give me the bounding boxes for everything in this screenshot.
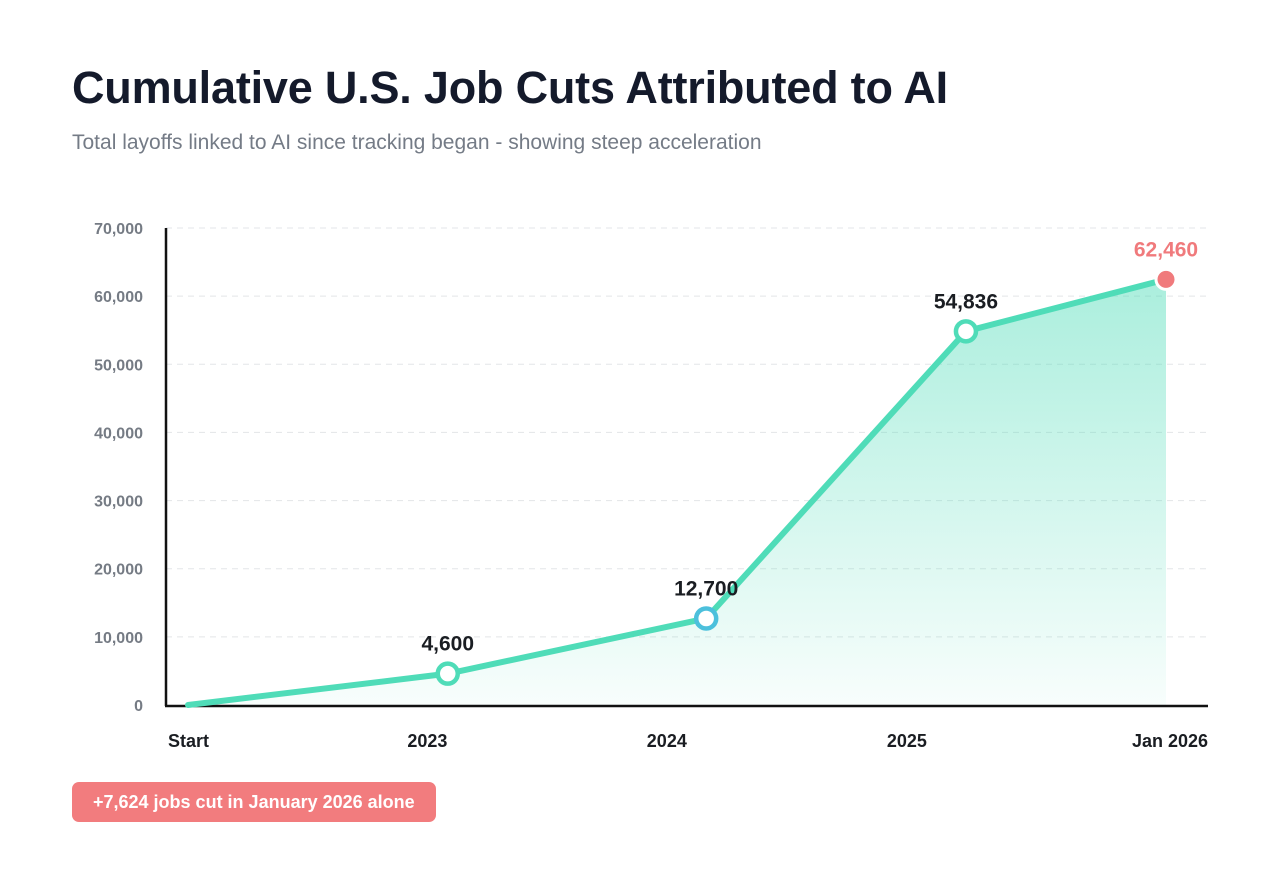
y-tick-label-7: 70,000 <box>94 221 143 238</box>
y-tick-label-5: 50,000 <box>94 357 143 374</box>
axes <box>164 228 1208 708</box>
y-tick-label-2: 20,000 <box>94 562 143 579</box>
data-labels: 4,600 12,700 54,836 62,460 <box>421 238 1198 655</box>
x-tick-label-3: 2025 <box>887 731 927 751</box>
x-tick-label-4: Jan 2026 <box>1132 731 1208 751</box>
chart-subtitle: Total layoffs linked to AI since trackin… <box>72 131 762 154</box>
y-tick-label-1: 10,000 <box>94 630 143 647</box>
x-tick-label-2: 2024 <box>647 731 687 751</box>
x-tick-label-1: 2023 <box>407 731 447 751</box>
y-tick-label-3: 30,000 <box>94 494 143 511</box>
chart-title: Cumulative U.S. Job Cuts Attributed to A… <box>72 62 948 113</box>
x-axis-ticks: Start 2023 2024 2025 Jan 2026 <box>168 731 1208 751</box>
data-label-1: 4,600 <box>421 633 474 656</box>
x-tick-label-0: Start <box>168 731 209 751</box>
point-marker-3 <box>953 319 979 344</box>
y-tick-label-4: 40,000 <box>94 425 143 442</box>
point-marker-4 <box>1154 267 1178 291</box>
data-markers <box>435 267 1178 686</box>
area-fill <box>188 279 1166 705</box>
y-tick-label-0: 0 <box>134 698 143 715</box>
callout-badge: +7,624 jobs cut in January 2026 alone <box>72 782 436 822</box>
point-marker-1 <box>435 661 461 686</box>
point-marker-2 <box>693 606 719 631</box>
y-axis-ticks: 0 10,000 20,000 30,000 40,000 50,000 60,000 70,… <box>94 221 143 715</box>
data-label-2: 12,700 <box>674 577 738 600</box>
area-shape <box>188 279 1166 705</box>
y-tick-label-6: 60,000 <box>94 289 143 306</box>
data-label-3: 54,836 <box>934 290 998 313</box>
data-label-4: 62,460 <box>1134 238 1198 261</box>
